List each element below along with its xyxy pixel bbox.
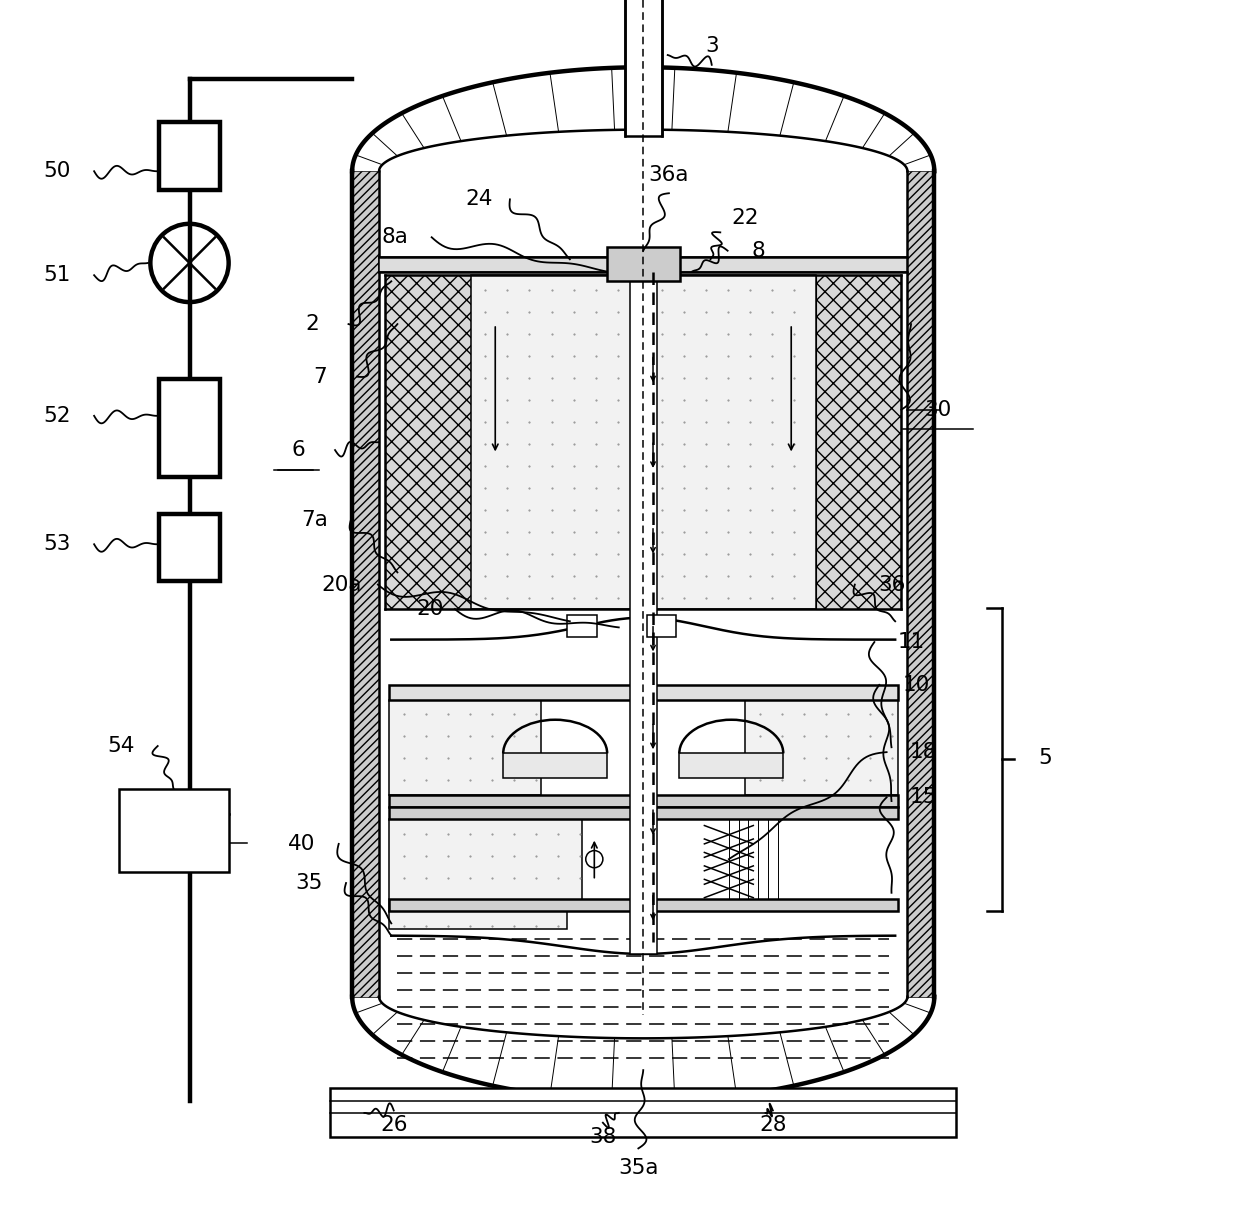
Text: 35a: 35a: [618, 1158, 658, 1178]
Bar: [816, 275, 901, 609]
Bar: [330, 1088, 956, 1137]
Text: 15: 15: [910, 788, 937, 807]
Bar: [389, 700, 542, 795]
Text: 36a: 36a: [649, 165, 689, 185]
Bar: [386, 275, 471, 609]
Text: 2: 2: [305, 314, 319, 334]
Bar: [159, 514, 219, 581]
Bar: [159, 122, 219, 190]
Text: 53: 53: [43, 534, 71, 554]
Text: 30: 30: [924, 400, 951, 419]
Text: 51: 51: [43, 265, 71, 285]
Bar: [119, 789, 228, 872]
Text: 50: 50: [43, 161, 71, 181]
Bar: [352, 171, 379, 997]
Text: 18: 18: [910, 742, 937, 762]
Text: 26: 26: [379, 1115, 408, 1135]
Bar: [625, 0, 662, 136]
Bar: [389, 899, 898, 911]
Bar: [606, 247, 680, 281]
Text: 20: 20: [417, 599, 444, 619]
Bar: [389, 795, 898, 807]
Bar: [503, 753, 608, 778]
Text: 7: 7: [314, 367, 327, 386]
Text: 10: 10: [903, 675, 930, 695]
Text: 36: 36: [878, 575, 905, 594]
Bar: [159, 379, 219, 477]
Bar: [379, 257, 908, 272]
Bar: [471, 275, 816, 609]
Text: 5: 5: [1039, 748, 1053, 768]
Text: 24: 24: [465, 190, 494, 209]
Text: 8: 8: [751, 241, 765, 260]
Text: 20a: 20a: [321, 575, 361, 594]
Bar: [630, 272, 657, 954]
Text: 38: 38: [589, 1128, 616, 1147]
Bar: [389, 819, 583, 911]
Bar: [568, 615, 596, 637]
Text: 28: 28: [759, 1115, 786, 1135]
Bar: [680, 753, 784, 778]
Text: 11: 11: [898, 632, 925, 652]
Text: 35: 35: [295, 873, 324, 893]
Text: 54: 54: [108, 736, 135, 756]
Bar: [647, 615, 676, 637]
Bar: [389, 911, 567, 929]
Text: 7a: 7a: [301, 510, 327, 530]
Bar: [908, 171, 934, 997]
Text: 6: 6: [291, 440, 305, 460]
Text: 40: 40: [289, 834, 316, 854]
Text: 8a: 8a: [382, 227, 408, 247]
Text: 52: 52: [43, 406, 71, 426]
Bar: [389, 807, 898, 819]
Bar: [745, 700, 898, 795]
Text: 3: 3: [704, 37, 718, 56]
Text: 22: 22: [732, 208, 759, 227]
Bar: [389, 685, 898, 700]
